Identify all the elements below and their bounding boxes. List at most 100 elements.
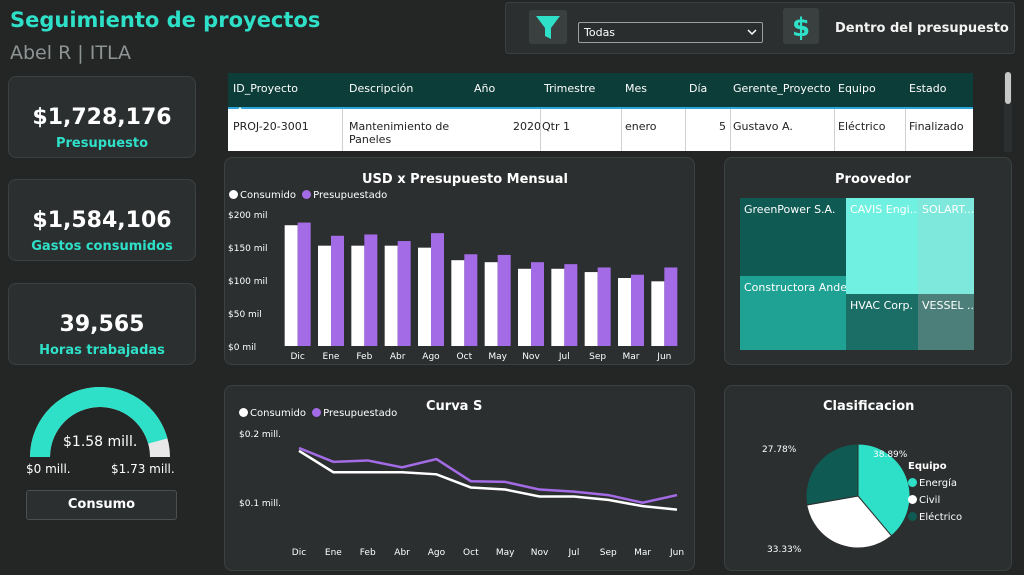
- kpi-hours-value: 39,565: [59, 312, 145, 337]
- x-tick-label: Abr: [390, 352, 406, 362]
- pie-legend-item[interactable]: Energía: [908, 478, 962, 489]
- consumo-button[interactable]: Consumo: [26, 490, 177, 520]
- col-header-manager[interactable]: Gerente_Proyecto: [733, 82, 831, 95]
- x-tick-label: Jul: [558, 352, 570, 362]
- sort-asc-icon: [235, 98, 245, 117]
- bar-presupuestado[interactable]: [531, 262, 544, 346]
- legend-dot-presupuestado: [312, 408, 322, 417]
- y-tick-label: $150 mil: [228, 244, 268, 254]
- table-scrollbar[interactable]: [1004, 72, 1012, 152]
- bar-consumido[interactable]: [651, 281, 665, 346]
- bar-presupuestado[interactable]: [297, 222, 311, 346]
- bar-consumido[interactable]: [618, 278, 631, 346]
- pie-title: Clasificacion: [823, 399, 915, 414]
- bar-consumido[interactable]: [584, 272, 598, 346]
- cell-month: enero: [625, 120, 657, 133]
- bar-consumido[interactable]: [418, 247, 431, 346]
- line-presupuestado[interactable]: [298, 446, 678, 504]
- treemap-cell[interactable]: SOLART...: [918, 198, 974, 294]
- budget-status-label: Dentro del presupuesto: [835, 21, 1009, 36]
- x-tick-label: Abr: [394, 548, 410, 558]
- pie-legend-title: Equipo: [908, 461, 947, 472]
- x-tick-label: Feb: [360, 548, 376, 558]
- y-tick-label: $0.2 mill.: [239, 430, 281, 440]
- y-tick-label: $200 mil: [228, 211, 268, 221]
- legend-presupuestado: Presupuestado: [313, 190, 388, 201]
- x-tick-label: Sep: [589, 352, 606, 362]
- bar-consumido[interactable]: [451, 260, 465, 346]
- pie-legend-item[interactable]: Eléctrico: [908, 512, 962, 523]
- x-tick-label: Oct: [463, 548, 479, 558]
- col-header-desc[interactable]: Descripción: [349, 82, 414, 95]
- bar-presupuestado[interactable]: [631, 274, 644, 346]
- bar-presupuestado[interactable]: [331, 235, 344, 346]
- x-tick-label: Oct: [457, 352, 473, 362]
- line-consumido[interactable]: [298, 449, 678, 511]
- page-title: Seguimiento de proyectos: [10, 8, 321, 32]
- column-divider: [685, 109, 686, 151]
- x-tick-label: Mar: [623, 352, 640, 362]
- treemap-cell[interactable]: HVAC Corp.: [846, 294, 918, 350]
- bar-presupuestado[interactable]: [397, 241, 411, 346]
- bar-chart: $0 mil $50 mil $100 mil $150 mil $200 mil Dic…: [228, 211, 678, 362]
- cell-manager: Gustavo A.: [733, 120, 793, 133]
- col-header-quarter[interactable]: Trimestre: [544, 82, 596, 95]
- bar-presupuestado[interactable]: [497, 254, 511, 346]
- legend-presupuestado: Presupuestado: [323, 408, 398, 419]
- col-header-team[interactable]: Equipo: [838, 82, 876, 95]
- bar-consumido[interactable]: [551, 268, 565, 346]
- legend-label: Eléctrico: [919, 512, 963, 523]
- filter-icon[interactable]: [529, 10, 567, 44]
- legend-dot-consumido: [239, 408, 248, 417]
- kpi-spent-value: $1,584,106: [32, 208, 172, 233]
- x-tick-label: Ene: [323, 352, 340, 362]
- bar-presupuestado[interactable]: [597, 267, 611, 346]
- bar-consumido[interactable]: [284, 225, 298, 346]
- pie-slice-energía[interactable]: [857, 443, 911, 537]
- gauge-value: $1.58 mill.: [63, 434, 138, 450]
- line-chart-panel: Curva S Consumido Presupuestado $0.1 mil…: [224, 385, 695, 571]
- legend-dot-consumido: [229, 190, 238, 199]
- pie-slice-civil[interactable]: [806, 495, 893, 549]
- bar-presupuestado[interactable]: [564, 264, 578, 346]
- y-tick-label: $0.1 mill.: [239, 499, 281, 509]
- gauge-min-label: $0 mill.: [26, 462, 71, 476]
- column-divider: [905, 109, 906, 151]
- bar-consumido[interactable]: [518, 268, 531, 346]
- treemap-cell[interactable]: Constructora Andes: [740, 276, 846, 350]
- col-header-year[interactable]: Año: [474, 82, 496, 95]
- col-header-day[interactable]: Día: [689, 82, 708, 95]
- bar-presupuestado[interactable]: [364, 234, 378, 346]
- projects-table: ID_Proyecto Descripción Año Trimestre Me…: [228, 73, 973, 151]
- x-tick-label: Dic: [290, 352, 304, 362]
- treemap-cell[interactable]: VESSEL ...: [918, 294, 974, 350]
- table-header: ID_Proyecto Descripción Año Trimestre Me…: [228, 73, 973, 113]
- pie-slice-eléctrico[interactable]: [805, 443, 859, 506]
- bar-consumido[interactable]: [318, 245, 331, 346]
- pie-legend-item[interactable]: Civil: [908, 495, 962, 506]
- pie-slice-label: 33.33%: [767, 545, 802, 555]
- treemap-cell[interactable]: GreenPower S.A.: [740, 198, 846, 276]
- bar-presupuestado[interactable]: [664, 267, 678, 346]
- category-dropdown[interactable]: Todas: [578, 22, 763, 43]
- column-divider: [342, 109, 343, 151]
- x-tick-label: Feb: [356, 352, 372, 362]
- dollar-icon: $: [783, 8, 819, 44]
- x-tick-label: Jun: [656, 352, 671, 362]
- bar-presupuestado[interactable]: [431, 233, 444, 346]
- bar-consumido[interactable]: [384, 245, 398, 346]
- bar-presupuestado[interactable]: [464, 254, 478, 346]
- col-header-id[interactable]: ID_Proyecto: [233, 82, 299, 95]
- table-scroll-thumb[interactable]: [1005, 72, 1011, 104]
- col-header-month[interactable]: Mes: [625, 82, 647, 95]
- bar-chart-panel: USD x Presupuesto Mensual Consumido Pres…: [224, 157, 695, 365]
- col-header-status[interactable]: Estado: [909, 82, 947, 95]
- x-tick-label: Ene: [325, 548, 342, 558]
- page-subtitle: Abel R | ITLA: [10, 42, 131, 64]
- kpi-budget-value: $1,728,176: [32, 105, 172, 130]
- pie-panel: Clasificacion 38.89% 33.33% 27.78% Equipo …: [724, 385, 1012, 571]
- bar-consumido[interactable]: [351, 245, 365, 346]
- treemap-cell[interactable]: CAVIS Engi...: [846, 198, 918, 294]
- pie-slice-label: 38.89%: [873, 450, 908, 460]
- bar-consumido[interactable]: [484, 262, 498, 346]
